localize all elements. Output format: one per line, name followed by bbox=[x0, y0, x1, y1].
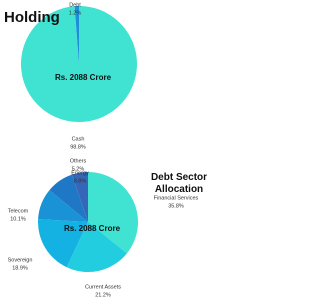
value-label: 1.2% bbox=[69, 10, 82, 16]
value-label: 8.8% bbox=[74, 178, 87, 184]
charts: Cash 98.8% Debt 1.2% Rs. 2088 Crore Financial… bbox=[8, 2, 199, 298]
value-label: 18.9% bbox=[12, 265, 28, 271]
slice-label: Sovereign bbox=[8, 257, 33, 263]
pie-slice bbox=[49, 174, 88, 222]
slice-label: Energy bbox=[71, 170, 89, 176]
slice-label: Debt bbox=[69, 2, 81, 8]
pie-slice bbox=[74, 6, 79, 64]
chart-title: Debt Sector Allocation bbox=[150, 172, 208, 195]
slice-label: Others bbox=[70, 158, 87, 164]
slice-label: Current Assets bbox=[85, 284, 121, 290]
pie-slice bbox=[71, 172, 88, 222]
pie-slice bbox=[38, 190, 88, 222]
value-label: 98.8% bbox=[70, 144, 86, 150]
center-label: Rs. 2088 Crore bbox=[55, 73, 112, 82]
slice-label: Telecom bbox=[8, 208, 29, 214]
chart-title: Holding bbox=[4, 9, 60, 26]
value-label: 35.8% bbox=[168, 203, 184, 209]
page: Cash 98.8% Debt 1.2% Rs. 2088 Crore Financial… bbox=[4, 2, 208, 298]
slice-label: Financial Services bbox=[154, 195, 199, 201]
center-label: Rs. 2088 Crore bbox=[64, 224, 121, 233]
value-label: 10.1% bbox=[10, 216, 26, 222]
pie-slice bbox=[66, 222, 127, 272]
pie-slice bbox=[37, 219, 88, 268]
value-label: 5.2% bbox=[72, 166, 85, 172]
pie-slice bbox=[88, 172, 139, 254]
value-label: 21.2% bbox=[95, 292, 111, 298]
slice-label: Cash bbox=[72, 136, 85, 142]
